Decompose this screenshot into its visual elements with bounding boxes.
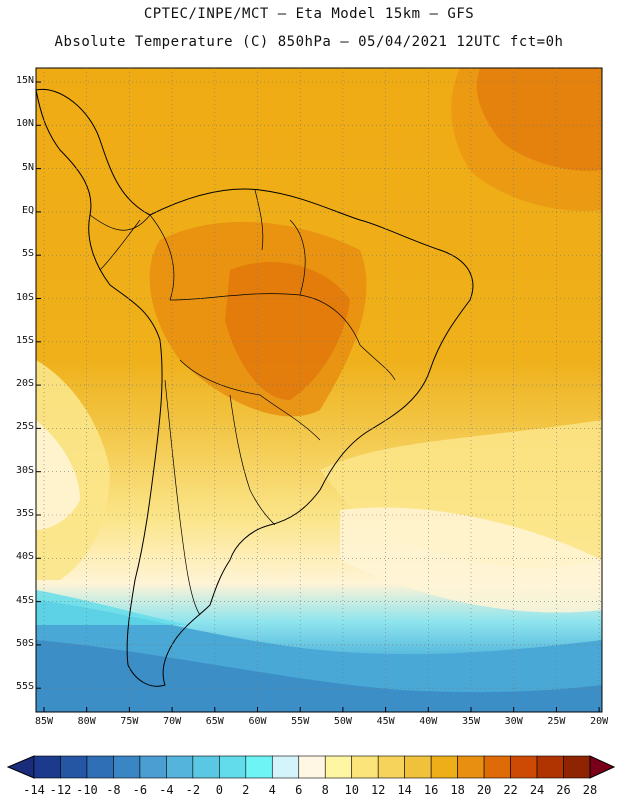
lon-label: 80W bbox=[77, 716, 96, 727]
lon-label: 85W bbox=[34, 716, 54, 727]
colorbar-tick-label: -14 bbox=[23, 783, 45, 797]
lat-label: 25S bbox=[15, 421, 34, 433]
axis-ticks bbox=[36, 81, 600, 712]
lat-label: 10S bbox=[15, 291, 34, 303]
lon-label: 25W bbox=[547, 716, 566, 727]
lon-label: 75W bbox=[120, 716, 139, 727]
lat-label: 10N bbox=[15, 118, 34, 130]
lat-label: 20S bbox=[15, 378, 34, 390]
colorbar-swatch bbox=[113, 755, 141, 779]
coastline-outline bbox=[35, 88, 474, 687]
colorbar-swatch bbox=[219, 755, 247, 779]
colorbar-swatch bbox=[404, 755, 432, 779]
colorbar-tick-label: 6 bbox=[295, 783, 303, 797]
colorbar-swatch bbox=[536, 755, 564, 779]
lat-label: 30S bbox=[15, 464, 34, 476]
colorbar-swatch bbox=[271, 755, 300, 779]
colorbar-tick-label: 16 bbox=[423, 783, 439, 797]
lon-label: 45W bbox=[376, 716, 395, 727]
colorbar-tick-label: 22 bbox=[503, 783, 518, 797]
graticule bbox=[36, 68, 602, 712]
colorbar-swatch bbox=[33, 755, 61, 779]
colorbar bbox=[6, 755, 616, 779]
colorbar-tick-label: 8 bbox=[321, 783, 329, 797]
colorbar-swatch bbox=[563, 755, 591, 779]
lon-label: 50W bbox=[333, 716, 352, 727]
colorbar-tick-label: -8 bbox=[106, 783, 121, 797]
lon-label: 40W bbox=[419, 716, 438, 727]
colorbar-tick-label: 0 bbox=[215, 783, 223, 797]
colorbar-tick-label: -6 bbox=[132, 783, 148, 797]
colorbar-tick-label: 14 bbox=[397, 783, 412, 797]
colorbar-under-arrow bbox=[6, 755, 35, 779]
lat-label: 5S bbox=[21, 248, 34, 260]
lon-label: 20W bbox=[590, 716, 609, 727]
lat-label: 45S bbox=[15, 594, 34, 606]
colorbar-swatch bbox=[430, 755, 458, 779]
colorbar-swatch bbox=[166, 755, 194, 779]
colorbar-tick-label: 28 bbox=[582, 783, 598, 797]
lat-label: 15N bbox=[15, 75, 34, 86]
lat-label: 15S bbox=[15, 334, 34, 346]
colorbar-swatch bbox=[510, 755, 538, 779]
lon-label: 65W bbox=[205, 716, 224, 727]
colorbar-swatch bbox=[192, 755, 220, 779]
lon-label: 70W bbox=[163, 716, 182, 727]
colorbar-swatch bbox=[139, 755, 167, 779]
colorbar-swatch bbox=[60, 755, 88, 779]
colorbar-tick-label: 2 bbox=[242, 783, 250, 797]
colorbar-swatch bbox=[245, 755, 273, 779]
map-title-line1: CPTEC/INPE/MCT – Eta Model 15km – GFS bbox=[143, 6, 475, 22]
lat-label: 50S bbox=[15, 637, 34, 649]
colorbar-swatch bbox=[351, 755, 379, 779]
lon-label: 30W bbox=[504, 716, 523, 727]
colorbar-tick-label: 4 bbox=[268, 783, 276, 797]
colorbar-swatch bbox=[457, 755, 485, 779]
colorbar-swatch bbox=[298, 755, 326, 779]
lat-label: 5N bbox=[21, 161, 34, 173]
map-frame bbox=[35, 67, 603, 713]
colorbar-swatch bbox=[324, 755, 353, 779]
lon-label: 60W bbox=[248, 716, 267, 727]
lon-label: 55W bbox=[291, 716, 310, 727]
lat-label: 35S bbox=[15, 508, 34, 519]
colorbar-swatch bbox=[483, 755, 511, 779]
colorbar-tick-label: -12 bbox=[49, 783, 72, 797]
map-title-line2: Absolute Temperature (C) 850hPa – 05/04/… bbox=[54, 34, 564, 50]
country-border-lines bbox=[89, 189, 396, 616]
colorbar-tick-label: -4 bbox=[159, 783, 174, 797]
lat-label: 40S bbox=[15, 551, 34, 563]
lat-label: 55S bbox=[15, 681, 34, 693]
colorbar-over-arrow bbox=[589, 755, 616, 779]
colorbar-tick-label: 20 bbox=[476, 783, 492, 797]
colorbar-tick-label: 18 bbox=[450, 783, 465, 797]
colorbar-swatch bbox=[86, 755, 114, 779]
colorbar-tick-label: -10 bbox=[76, 783, 98, 797]
colorbar-tick-label: 10 bbox=[344, 783, 359, 797]
colorbar-tick-label: 24 bbox=[529, 783, 545, 797]
lat-label: EQ bbox=[21, 204, 34, 216]
colorbar-swatch bbox=[377, 755, 405, 779]
colorbar-tick-label: 26 bbox=[556, 783, 571, 797]
lon-label: 35W bbox=[461, 716, 481, 727]
colorbar-tick-label: 12 bbox=[370, 783, 386, 797]
colorbar-tick-label: -2 bbox=[185, 783, 201, 797]
